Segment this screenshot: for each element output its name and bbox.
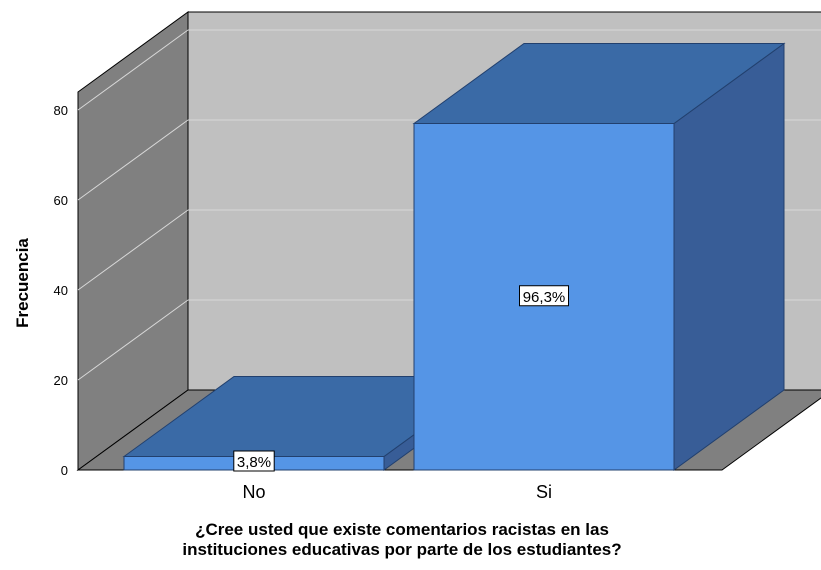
y-tick-label-80: 80 <box>54 103 68 118</box>
y-axis-title: Frecuencia <box>13 238 32 328</box>
x-category-label-no: No <box>242 482 265 502</box>
gridline-left-20 <box>77 299 189 381</box>
x-axis-title-line-2: instituciones educativas por parte de lo… <box>182 540 621 559</box>
bar-data-labels: 3,8% 96,3% <box>233 285 569 472</box>
data-label-text: 3,8% <box>237 454 271 471</box>
gridline-left-40 <box>77 209 189 291</box>
data-label-box <box>233 450 275 472</box>
data-label-text: 96,3% <box>523 289 566 306</box>
gridline-left-60 <box>77 119 189 201</box>
data-label-si: 96,3% <box>519 285 569 307</box>
x-axis-title-line-1: ¿Cree usted que existe comentarios racis… <box>195 520 609 539</box>
y-tick-label-20: 20 <box>54 373 68 388</box>
y-tick-label-0: 0 <box>61 463 68 478</box>
y-tick-label-40: 40 <box>54 283 68 298</box>
data-label-box <box>519 285 569 307</box>
x-category-label-si: Si <box>536 482 552 502</box>
gridline-left-80 <box>77 29 189 111</box>
left-wall <box>77 11 189 471</box>
data-label-no: 3,8% <box>233 450 275 472</box>
chart-bars <box>122 42 786 471</box>
y-tick-label-60: 60 <box>54 193 68 208</box>
x-axis-categories: No Si <box>242 482 552 502</box>
y-axis-ticks: 0 20 40 60 80 <box>54 103 68 478</box>
